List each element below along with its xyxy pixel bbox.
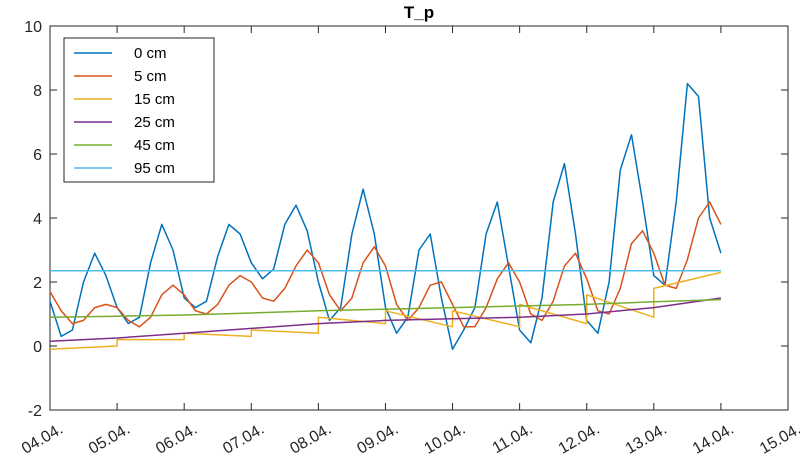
legend: 0 cm 5 cm 15 cm 25 cm 45 cm 95 cm	[63, 37, 215, 183]
x-tick-label: 05.04.	[86, 421, 133, 458]
y-tick-label: 10	[24, 19, 42, 36]
y-tick-label: -2	[28, 403, 42, 420]
chart-title: T_p	[404, 3, 434, 22]
series-line-3	[49, 297, 722, 342]
x-tick-label: 10.04.	[422, 421, 469, 458]
series-line-2	[49, 271, 722, 350]
y-tick-label: 8	[33, 83, 42, 100]
legend-box	[63, 37, 215, 183]
x-tick-label: 04.04.	[19, 421, 66, 458]
x-tick-label: 11.04.	[490, 421, 536, 457]
series-line-4	[49, 298, 721, 318]
x-tick-label: 13.04.	[623, 421, 670, 458]
legend-entry-label: 25 cm	[134, 114, 175, 131]
x-tick-label: 09.04.	[354, 421, 401, 458]
x-tick-label: 12.04.	[556, 421, 603, 458]
y-axis: -2 0 2 4 6 8 10	[24, 19, 788, 420]
legend-entry-label: 15 cm	[134, 91, 175, 108]
y-tick-label: 2	[33, 275, 42, 292]
legend-entry-label: 0 cm	[134, 45, 167, 62]
legend-entry-label: 45 cm	[134, 137, 175, 154]
series-group	[49, 82, 722, 350]
legend-entry-label: 5 cm	[134, 68, 167, 85]
legend-entry-label: 95 cm	[134, 160, 175, 177]
series-line-0	[49, 82, 722, 350]
y-tick-label: 0	[33, 339, 42, 356]
x-tick-label: 07.04.	[220, 421, 267, 458]
y-tick-label: 6	[33, 147, 42, 164]
x-tick-label: 08.04.	[287, 421, 334, 458]
series-line-1	[49, 201, 722, 328]
y-tick-label: 4	[33, 211, 42, 228]
x-tick-label: 15.04.	[757, 421, 800, 458]
x-tick-label: 06.04.	[153, 421, 200, 458]
x-tick-label: 14.04.	[690, 421, 737, 458]
